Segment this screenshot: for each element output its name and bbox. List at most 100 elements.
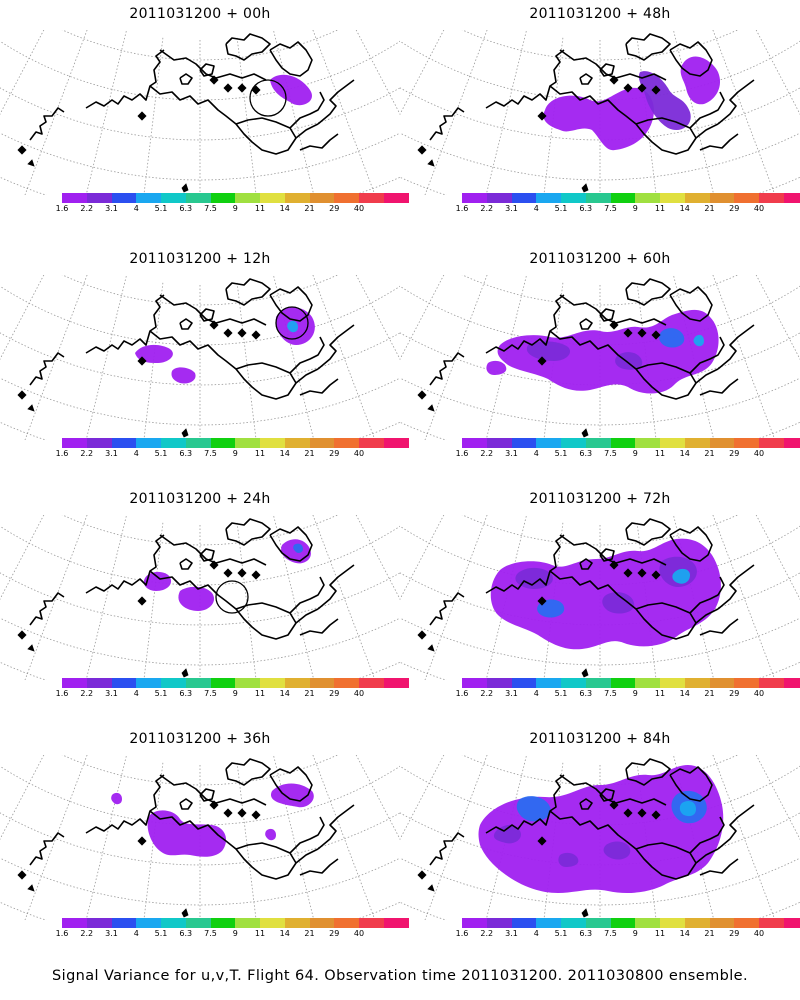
colorbar-swatch: [561, 918, 586, 928]
map-plot: [0, 30, 400, 195]
colorbar-swatch: [309, 193, 335, 203]
colorbar-swatch: [86, 918, 112, 928]
colorbar-label: 6.3: [179, 689, 193, 698]
signal-region: [265, 828, 276, 841]
colorbar-swatch: [660, 193, 685, 203]
colorbar-label: 14: [279, 449, 290, 458]
target-circle: [275, 306, 309, 340]
colorbar-swatch: [86, 438, 112, 448]
map-panel: 2011031200 + 72h 1.6 2.2 3.1 4 5.1 6.3 7.5 9 11 14…: [400, 485, 800, 730]
colorbar-swatch: [635, 918, 660, 928]
colorbar-label: 1.6: [55, 449, 69, 458]
colorbar-swatch: [585, 918, 611, 928]
colorbar-label: 3.1: [505, 204, 518, 213]
colorbar-swatch: [185, 678, 211, 688]
colorbar-label: 3.1: [105, 929, 118, 938]
signal-region: [287, 320, 298, 333]
colorbar-label: 1.6: [455, 689, 469, 698]
colorbar: [62, 193, 409, 203]
colorbar-swatch: [235, 678, 260, 688]
colorbar-label: 3.1: [105, 204, 118, 213]
colorbar-label: 6.3: [579, 689, 593, 698]
colorbar-label: 5.1: [554, 204, 568, 213]
colorbar-swatch: [136, 193, 161, 203]
colorbar-swatch: [235, 918, 260, 928]
colorbar-label: 29: [329, 929, 340, 938]
colorbar-label: 11: [254, 204, 266, 213]
colorbar-swatch: [486, 438, 512, 448]
colorbar-label: 14: [679, 204, 690, 213]
map-plot: [0, 275, 400, 440]
panel-title: 2011031200 + 00h: [129, 6, 271, 22]
signal-region: [679, 801, 696, 817]
colorbar-swatch: [511, 918, 537, 928]
colorbar-swatch: [684, 438, 710, 448]
colorbar-swatch: [383, 678, 409, 688]
signal-region: [270, 783, 314, 808]
colorbar-swatch: [62, 193, 87, 203]
colorbar: [462, 193, 800, 203]
colorbar-swatch: [610, 438, 636, 448]
colorbar-label: 40: [753, 449, 765, 458]
colorbar-label: 7.5: [604, 929, 617, 938]
colorbar: [462, 438, 800, 448]
colorbar-swatch: [709, 918, 735, 928]
colorbar-label: 2.2: [480, 449, 494, 458]
colorbar-label: 40: [353, 449, 365, 458]
colorbar-label: 2.2: [80, 689, 94, 698]
colorbar-label: 3.1: [505, 689, 518, 698]
colorbar-swatch: [536, 193, 561, 203]
colorbar-swatch: [462, 678, 487, 688]
colorbar-label: 7.5: [204, 929, 217, 938]
signal-region: [603, 841, 631, 860]
colorbar-swatch: [536, 678, 561, 688]
colorbar-label: 4: [133, 204, 139, 213]
colorbar-label: 2.2: [480, 204, 494, 213]
graticule: [0, 275, 400, 440]
colorbar-swatch: [62, 918, 87, 928]
map-plot: [400, 30, 800, 195]
colorbar-swatch: [734, 438, 759, 448]
colorbar-swatch: [561, 438, 586, 448]
colorbar-label: 4: [533, 689, 539, 698]
colorbar-swatch: [462, 438, 487, 448]
colorbar-swatch: [536, 918, 561, 928]
colorbar-swatch: [161, 918, 186, 928]
colorbar-label: 4: [133, 929, 139, 938]
colorbar-label: 11: [254, 689, 266, 698]
map-plot: [0, 755, 400, 920]
colorbar-label: 6.3: [179, 204, 193, 213]
signal-region: [178, 586, 215, 611]
signal-region: [602, 592, 635, 614]
colorbar-swatch: [709, 678, 735, 688]
colorbar-swatch: [161, 678, 186, 688]
colorbar-swatch: [759, 918, 784, 928]
colorbar-label: 4: [533, 929, 539, 938]
colorbar-swatch: [684, 918, 710, 928]
colorbar-swatch: [511, 438, 537, 448]
coastline: [17, 278, 355, 438]
colorbar-labels: 1.6 2.2 3.1 4 5.1 6.3 7.5 9 11 14 21 29 40: [56, 689, 364, 701]
signal-region: [486, 360, 507, 375]
colorbar-swatch: [334, 918, 359, 928]
target-circle: [215, 580, 249, 614]
colorbar-swatch: [359, 438, 384, 448]
signal-region: [543, 87, 654, 151]
colorbar-swatch: [210, 918, 236, 928]
colorbar: [62, 918, 409, 928]
signal-region: [293, 543, 303, 553]
panel-title: 2011031200 + 36h: [129, 731, 271, 747]
colorbar-swatch: [660, 438, 685, 448]
panel-title: 2011031200 + 60h: [529, 251, 671, 267]
colorbar-label: 21: [704, 929, 715, 938]
colorbar-label: 9: [232, 689, 238, 698]
colorbar-swatch: [111, 678, 137, 688]
colorbar-label: 6.3: [579, 929, 593, 938]
colorbar-label: 2.2: [80, 929, 94, 938]
colorbar-swatch: [210, 193, 236, 203]
colorbar-label: 2.2: [80, 449, 94, 458]
colorbar-label: 3.1: [105, 689, 118, 698]
signal-region: [672, 568, 690, 584]
colorbar-swatch: [635, 438, 660, 448]
colorbar-label: 7.5: [604, 449, 617, 458]
